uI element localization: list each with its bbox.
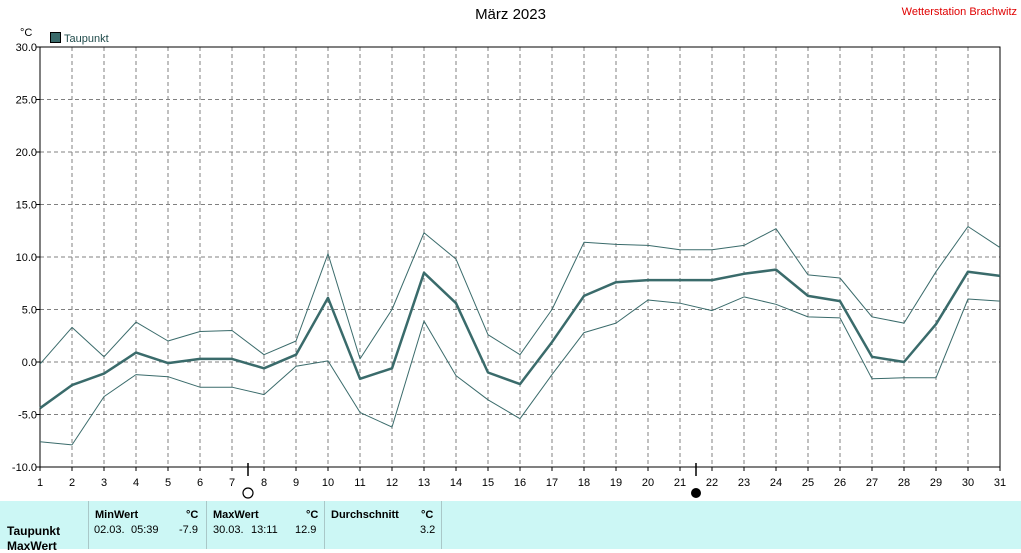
x-tick-label: 28: [898, 477, 910, 489]
x-tick-label: 29: [930, 477, 942, 489]
x-tick-label: 20: [642, 477, 654, 489]
x-tick-label: 31: [994, 477, 1006, 489]
chart-tick-labels: -10.0-5.00.05.010.015.020.025.030.01 2 3 4 5…: [12, 42, 1006, 489]
plot-frame: [39, 46, 1001, 468]
full-moon-icon: [242, 487, 254, 499]
y-tick-label: 10.0: [16, 252, 37, 264]
x-tick-label: 22: [706, 477, 718, 489]
y-tick-label: 30.0: [16, 42, 37, 54]
maxwert-value: 12.9: [295, 524, 317, 536]
y-tick-label: 20.0: [16, 147, 37, 159]
x-tick-label: 26: [834, 477, 846, 489]
x-tick-label: 30: [962, 477, 974, 489]
x-tick-label: 16: [514, 477, 526, 489]
x-tick-label: 23: [738, 477, 750, 489]
legend-label: Taupunkt: [64, 33, 109, 45]
x-tick-label: 8: [261, 477, 267, 489]
x-tick-label: 12: [386, 477, 398, 489]
y-axis-unit: °C: [20, 27, 33, 39]
x-tick-label: 25: [802, 477, 814, 489]
minwert-unit: °C: [186, 509, 199, 521]
minwert-time: 05:39: [131, 524, 159, 536]
moon-phase-markers: [242, 463, 701, 499]
y-tick-label: 5.0: [22, 305, 37, 317]
x-tick-label: 15: [482, 477, 494, 489]
legend: Taupunkt: [50, 32, 109, 45]
average-value: 3.2: [420, 524, 436, 536]
x-tick-label: 3: [101, 477, 107, 489]
x-tick-label: 18: [578, 477, 590, 489]
row-label-maxwert: MaxWert: [7, 539, 57, 553]
chart-series: [39, 226, 1001, 446]
row-label-taupunkt: Taupunkt: [7, 524, 61, 538]
average-unit: °C: [421, 509, 434, 521]
x-tick-label: 7: [229, 477, 235, 489]
y-tick-label: -5.0: [18, 410, 37, 422]
maxwert-date: 30.03.: [213, 524, 244, 536]
station-name: Wetterstation Brachwitz: [901, 6, 1017, 18]
y-tick-label: 0.0: [22, 357, 37, 369]
series-min-line: [39, 296, 1001, 446]
x-tick-label: 24: [770, 477, 782, 489]
chart-grid: [39, 46, 1001, 468]
chart-title: März 2023: [475, 6, 546, 23]
maxwert-time: 13:11: [251, 524, 278, 536]
chart-axes: [36, 46, 1001, 471]
x-tick-label: 10: [322, 477, 334, 489]
x-tick-label: 1: [37, 477, 43, 489]
x-tick-label: 6: [197, 477, 203, 489]
summary-table: Taupunkt MaxWert MinWert °C 02.03. 05:39…: [0, 501, 1021, 553]
minwert-value: -7.9: [179, 524, 198, 536]
minwert-date: 02.03.: [94, 524, 125, 536]
y-tick-label: 25.0: [16, 95, 37, 107]
average-header: Durchschnitt: [331, 509, 399, 521]
x-tick-label: 11: [354, 477, 365, 489]
x-tick-label: 13: [418, 477, 430, 489]
x-tick-label: 14: [450, 477, 462, 489]
x-tick-label: 19: [610, 477, 622, 489]
x-tick-label: 27: [866, 477, 878, 489]
minwert-column: MinWert °C 02.03. 05:39 -7.9: [88, 501, 206, 549]
maxwert-header: MaxWert: [213, 509, 259, 521]
x-tick-label: 9: [293, 477, 299, 489]
x-tick-label: 21: [674, 477, 686, 489]
maxwert-unit: °C: [306, 509, 319, 521]
dew-point-chart: -10.0-5.00.05.010.015.020.025.030.01 2 3 4 5…: [12, 42, 1006, 499]
series-mean-line: [39, 268, 1001, 410]
y-tick-label: -10.0: [12, 462, 37, 474]
average-column: Durchschnitt °C 3.2: [324, 501, 442, 549]
x-tick-label: 4: [133, 477, 139, 489]
x-tick-label: 2: [69, 477, 75, 489]
series-max-line: [39, 226, 1001, 365]
legend-swatch: [50, 32, 61, 43]
minwert-header: MinWert: [95, 509, 139, 521]
x-tick-label: 5: [165, 477, 171, 489]
y-tick-label: 15.0: [16, 200, 37, 212]
x-tick-label: 17: [546, 477, 558, 489]
maxwert-column: MaxWert °C 30.03. 13:11 12.9: [206, 501, 325, 549]
new-moon-icon: [691, 488, 701, 498]
